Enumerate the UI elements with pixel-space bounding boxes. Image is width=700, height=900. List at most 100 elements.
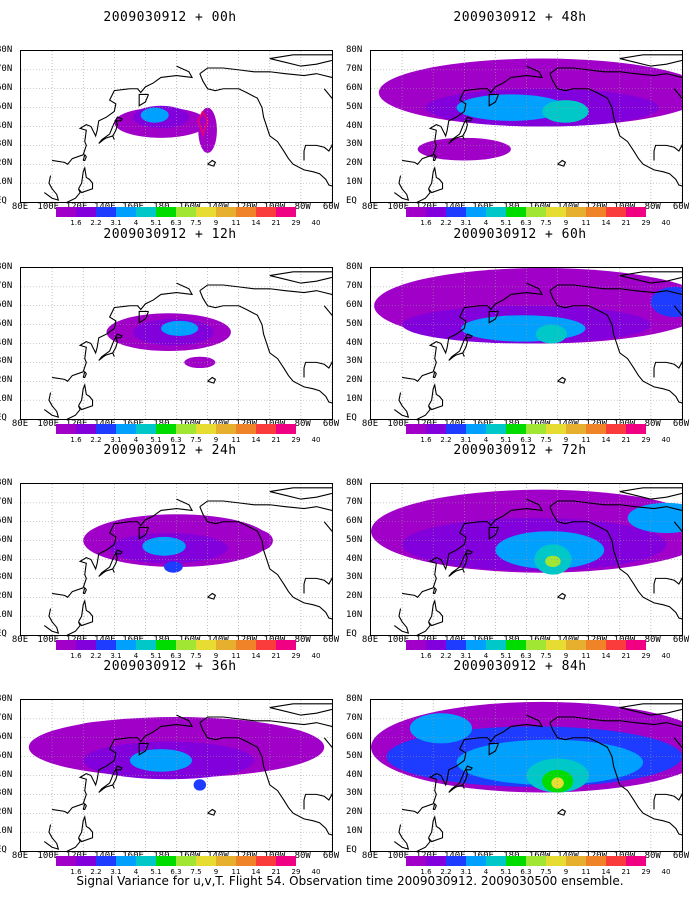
coastline <box>44 824 60 850</box>
colorbar-swatch <box>466 640 486 650</box>
longitude-tick-label: 80W <box>644 635 661 645</box>
colorbar-swatch <box>196 207 216 217</box>
colorbar-label: 6.3 <box>520 219 532 227</box>
coastline <box>432 370 437 379</box>
coastline <box>619 487 682 500</box>
longitude-tick-label: 100E <box>37 419 60 429</box>
colorbar-label: 4 <box>483 868 489 876</box>
longitude-tick-label: 80W <box>294 635 311 645</box>
panel-title: 2009030912 + 00h <box>103 10 237 25</box>
colorbar-label: 29 <box>291 868 301 876</box>
colorbar-label: 2.2 <box>90 219 102 227</box>
colorbar <box>406 640 646 650</box>
latitude-tick-label: 40N <box>346 337 363 348</box>
map-panel-24h: 2009030912 + 24h 80N 70N 60N 50N 40N 30N 20N 10… <box>0 443 340 660</box>
colorbar-swatch <box>276 207 296 217</box>
colorbar-label: 29 <box>291 436 301 444</box>
colorbar-swatch <box>506 856 526 866</box>
colorbar-swatch <box>96 856 116 866</box>
colorbar-swatch <box>96 424 116 434</box>
variance-contour <box>535 324 567 344</box>
coastline <box>488 742 500 756</box>
coastline <box>619 54 682 67</box>
colorbar-swatch <box>196 856 216 866</box>
colorbar-label: 4 <box>133 868 139 876</box>
colorbar <box>56 207 296 217</box>
colorbar-swatch <box>466 856 486 866</box>
latitude-tick-label: 10N <box>0 394 13 405</box>
coastline <box>432 586 437 595</box>
latitude-tick-label: 20N <box>346 807 363 818</box>
coastline <box>402 282 544 382</box>
colorbar-label: 9 <box>213 219 219 227</box>
latitude-tick-label: 50N <box>0 534 13 545</box>
longitude-tick-label: 80W <box>294 202 311 212</box>
coastline <box>269 271 332 284</box>
colorbar-label: 21 <box>621 219 631 227</box>
colorbar-swatch <box>486 640 506 650</box>
coastline <box>199 506 332 620</box>
map-frame <box>20 483 333 636</box>
coastline <box>303 576 332 594</box>
colorbar-swatch <box>56 207 76 217</box>
coastline <box>207 808 217 816</box>
colorbar-swatch <box>526 640 546 650</box>
colorbar-label: 6.3 <box>520 436 532 444</box>
longitude-tick-label: 80E <box>11 851 29 861</box>
colorbar-swatch <box>116 207 136 217</box>
colorbar-swatch <box>486 856 506 866</box>
colorbar-swatch <box>486 207 506 217</box>
colorbar-swatch <box>406 640 426 650</box>
coastline <box>207 376 217 384</box>
latitude-tick-label: 10N <box>0 826 13 837</box>
longitude-tick-label: 60W <box>322 851 340 861</box>
longitude-tick-label: 100E <box>387 851 410 861</box>
colorbar-label: 40 <box>311 652 321 660</box>
colorbar <box>406 424 646 434</box>
coastline <box>98 549 123 577</box>
colorbar-label: 7.5 <box>540 868 552 876</box>
colorbar-label: 2.2 <box>440 868 452 876</box>
colorbar-label: 29 <box>641 652 651 660</box>
coastline <box>416 188 431 202</box>
colorbar-swatch <box>406 207 426 217</box>
colorbar-swatch <box>276 856 296 866</box>
coastline <box>549 67 682 78</box>
map-plot <box>21 268 332 419</box>
latitude-tick-label: 60N <box>346 515 363 526</box>
colorbar-label: 11 <box>231 868 241 876</box>
colorbar-label: 2.2 <box>440 436 452 444</box>
coastline <box>199 716 332 727</box>
colorbar-label: 4 <box>483 219 489 227</box>
colorbar-swatch <box>586 640 606 650</box>
colorbar-swatch <box>56 640 76 650</box>
colorbar-swatch <box>606 856 626 866</box>
latitude-tick-label: 20N <box>0 375 13 386</box>
colorbar-label: 7.5 <box>540 219 552 227</box>
colorbar-label: 6.3 <box>520 652 532 660</box>
colorbar-label: 29 <box>641 219 651 227</box>
colorbar-swatch <box>176 640 196 650</box>
colorbar-label: 7.5 <box>190 436 202 444</box>
colorbar-swatch <box>446 207 466 217</box>
panel-title: 2009030912 + 36h <box>103 659 237 674</box>
colorbar-label: 3.1 <box>110 652 122 660</box>
coastline <box>66 405 81 419</box>
latitude-tick-label: 30N <box>0 788 13 799</box>
panel-title: 2009030912 + 12h <box>103 227 237 242</box>
variance-contour <box>461 315 586 342</box>
colorbar-label: 40 <box>311 219 321 227</box>
coastline <box>323 305 332 316</box>
colorbar-swatch <box>176 856 196 866</box>
colorbar-label: 7.5 <box>190 652 202 660</box>
variance-contour <box>542 100 589 123</box>
latitude-tick-label: EQ <box>0 196 7 206</box>
colorbar-label: 5.1 <box>150 868 162 876</box>
latitude-tick-label: 40N <box>0 337 13 348</box>
colorbar-label: 29 <box>641 868 651 876</box>
colorbar-label: 21 <box>271 219 281 227</box>
map-plot <box>371 51 682 202</box>
variance-contour <box>160 320 199 336</box>
variance-contour <box>198 107 217 153</box>
figure-caption: Signal Variance for u,v,T. Flight 54. Ob… <box>76 874 624 888</box>
